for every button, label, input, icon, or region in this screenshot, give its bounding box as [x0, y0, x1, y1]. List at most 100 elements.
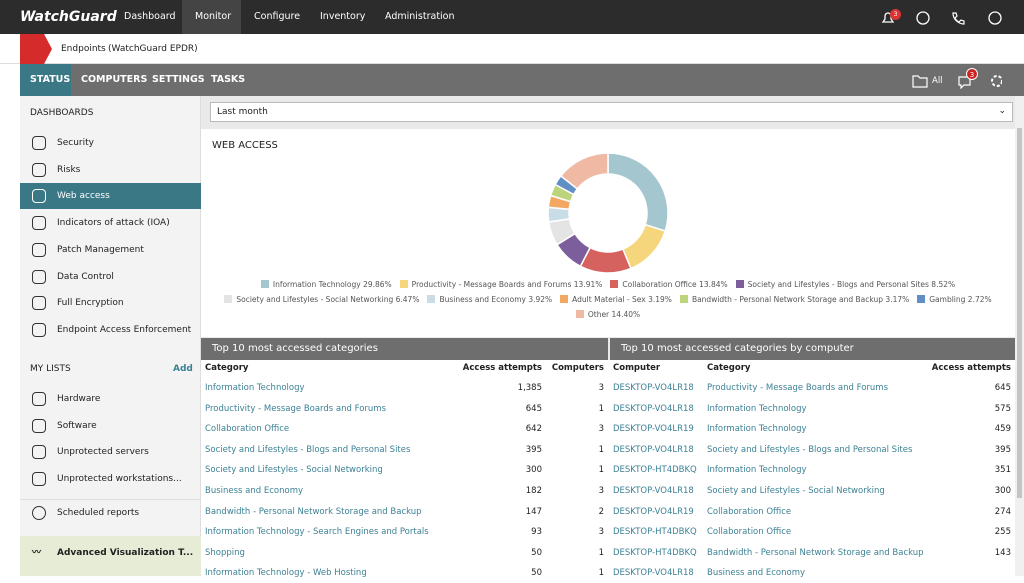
sidebar-item[interactable]: Unprotected servers: [20, 439, 201, 465]
cell-link[interactable]: Collaboration Office: [205, 424, 290, 435]
column-header[interactable]: Computers: [551, 363, 604, 373]
crumb-product: (WatchGuard EPDR): [108, 44, 198, 54]
sidebar-item[interactable]: Indicators of attack (IOA): [20, 210, 201, 236]
cell: 1,385: [517, 383, 542, 393]
cell: 395: [525, 444, 542, 455]
cell-link[interactable]: Productivity - Message Boards and Forums: [205, 403, 386, 414]
table-row: Bandwidth - Personal Network Storage and…: [201, 502, 608, 522]
cell-link[interactable]: DESKTOP-HT4DBKQ: [613, 465, 697, 476]
cell-link[interactable]: Information Technology: [707, 403, 807, 414]
cell-link[interactable]: Business and Economy: [707, 568, 806, 579]
select-value: Last month: [217, 107, 268, 117]
legend-item[interactable]: Gambling 2.72%: [917, 295, 992, 304]
cell-link[interactable]: Information Technology: [707, 424, 807, 435]
cell-link[interactable]: Society and Lifestyles - Blogs and Perso…: [707, 444, 913, 455]
crumb-title: Endpoints: [61, 44, 106, 54]
cell-link[interactable]: Business and Economy: [205, 486, 304, 496]
tab[interactable]: SETTINGS: [152, 74, 205, 85]
cell-link[interactable]: DESKTOP-VO4LR18: [613, 444, 694, 455]
legend-item[interactable]: Business and Economy 3.92%: [427, 295, 552, 304]
sidebar-item[interactable]: Data Control: [20, 264, 201, 290]
add-link[interactable]: Add: [173, 364, 193, 374]
cell-link[interactable]: DESKTOP-HT4DBKQ: [613, 527, 697, 538]
legend-item[interactable]: Collaboration Office 13.84%: [610, 280, 728, 289]
cell-link[interactable]: Society and Lifestyles - Social Networki…: [707, 486, 885, 496]
top-nav: WatchGuard Dashboard Monitor Configure I…: [0, 0, 1024, 34]
legend-value: 3.17%: [885, 295, 910, 304]
sidebar-item[interactable]: Security: [20, 130, 201, 156]
cell-link[interactable]: DESKTOP-VO4LR18: [613, 486, 694, 496]
nav-item[interactable]: Configure: [254, 11, 301, 22]
breadcrumb: Endpoints (WatchGuard EPDR): [0, 34, 1024, 64]
legend-item[interactable]: Bandwidth - Personal Network Storage and…: [679, 295, 910, 304]
cell-link[interactable]: Information Technology: [205, 383, 305, 393]
tab[interactable]: STATUS: [20, 64, 71, 96]
cell-link[interactable]: DESKTOP-HT4DBKQ: [613, 547, 697, 558]
nav-item[interactable]: Dashboard: [124, 11, 176, 22]
sidebar-item[interactable]: 〰 Advanced Visualization T...: [20, 536, 201, 576]
legend-item[interactable]: Information Technology 29.86%: [260, 280, 392, 289]
cell-link[interactable]: Collaboration Office: [707, 506, 792, 517]
sidebar-item[interactable]: Hardware: [20, 386, 201, 412]
cell-link[interactable]: DESKTOP-VO4LR18: [613, 568, 694, 579]
table-row: Society and Lifestyles - Blogs and Perso…: [201, 440, 608, 460]
cell: 50: [531, 568, 542, 579]
icon: [32, 189, 46, 204]
column-header[interactable]: Access attempts: [931, 363, 1011, 373]
cell-link[interactable]: DESKTOP-VO4LR18: [613, 403, 694, 414]
table-row: DESKTOP-VO4LR18 Society and Lifestyles - …: [610, 440, 1015, 460]
scrollbar[interactable]: [1015, 96, 1024, 576]
nav-item[interactable]: Monitor: [195, 11, 232, 22]
brand[interactable]: WatchGuard: [20, 9, 117, 25]
cell-link[interactable]: DESKTOP-VO4LR19: [613, 424, 694, 435]
cell-link[interactable]: DESKTOP-VO4LR19: [613, 506, 694, 517]
column-header[interactable]: Category: [707, 363, 751, 373]
cell-link[interactable]: DESKTOP-VO4LR18: [613, 383, 694, 393]
item-label: Advanced Visualization T...: [57, 548, 194, 558]
cell-link[interactable]: Bandwidth - Personal Network Storage and…: [205, 506, 422, 517]
sidebar-item[interactable]: Web access: [20, 183, 201, 210]
nav-active: [182, 0, 241, 34]
sidebar-item[interactable]: Patch Management: [20, 237, 201, 263]
cell-link[interactable]: Bandwidth - Personal Network Storage and…: [707, 547, 924, 558]
legend-item[interactable]: Adult Material - Sex 3.19%: [560, 295, 672, 304]
all-label[interactable]: All: [932, 76, 943, 86]
legend-swatch: [735, 280, 744, 288]
cell-link[interactable]: Society and Lifestyles - Social Networki…: [205, 465, 383, 476]
column-header[interactable]: Computer: [613, 363, 661, 373]
sidebar-item[interactable]: Software: [20, 413, 201, 439]
period-select[interactable]: Last month ⌄: [210, 102, 1013, 122]
table-row: Information Technology 1,385 3: [201, 378, 608, 398]
tab[interactable]: COMPUTERS: [81, 74, 148, 85]
cell: 93: [531, 527, 542, 538]
cell-link[interactable]: Society and Lifestyles - Blogs and Perso…: [205, 444, 411, 455]
cell: 182: [525, 486, 542, 496]
alerts-badge: 3: [966, 68, 978, 80]
legend-item[interactable]: Other 14.40%: [575, 310, 641, 319]
legend-item[interactable]: Productivity - Message Boards and Forums…: [399, 280, 602, 289]
legend-value: 14.40%: [611, 310, 641, 319]
cell-link[interactable]: Information Technology - Search Engines …: [205, 527, 429, 538]
sidebar-item[interactable]: Unprotected workstations...: [20, 466, 201, 492]
nav-item[interactable]: Administration: [385, 11, 455, 22]
tab[interactable]: TASKS: [211, 74, 246, 85]
table-header: Category Access attempts Computers: [201, 358, 608, 378]
scroll-thumb[interactable]: [1017, 128, 1022, 498]
cell-link[interactable]: Collaboration Office: [707, 527, 792, 538]
column-header[interactable]: Category: [205, 363, 249, 373]
sidebar-item[interactable]: Endpoint Access Enforcement: [20, 317, 201, 343]
column-header[interactable]: Access attempts: [462, 363, 542, 373]
legend-item[interactable]: Society and Lifestyles - Social Networki…: [224, 295, 419, 304]
cell-link[interactable]: Shopping: [205, 547, 245, 558]
nav-item[interactable]: Inventory: [320, 11, 366, 22]
legend-swatch: [427, 295, 436, 303]
toolbar-icons[interactable]: [912, 73, 1002, 89]
legend-item[interactable]: Society and Lifestyles - Blogs and Perso…: [735, 280, 955, 289]
sidebar-item[interactable]: Full Encryption: [20, 290, 201, 316]
cell-link[interactable]: Information Technology - Web Hosting: [205, 568, 367, 579]
sidebar-item[interactable]: Scheduled reports: [20, 499, 201, 525]
cell-link[interactable]: Information Technology: [707, 465, 807, 476]
sidebar-item[interactable]: Risks: [20, 157, 201, 183]
cell-link[interactable]: Productivity - Message Boards and Forums: [707, 383, 888, 393]
